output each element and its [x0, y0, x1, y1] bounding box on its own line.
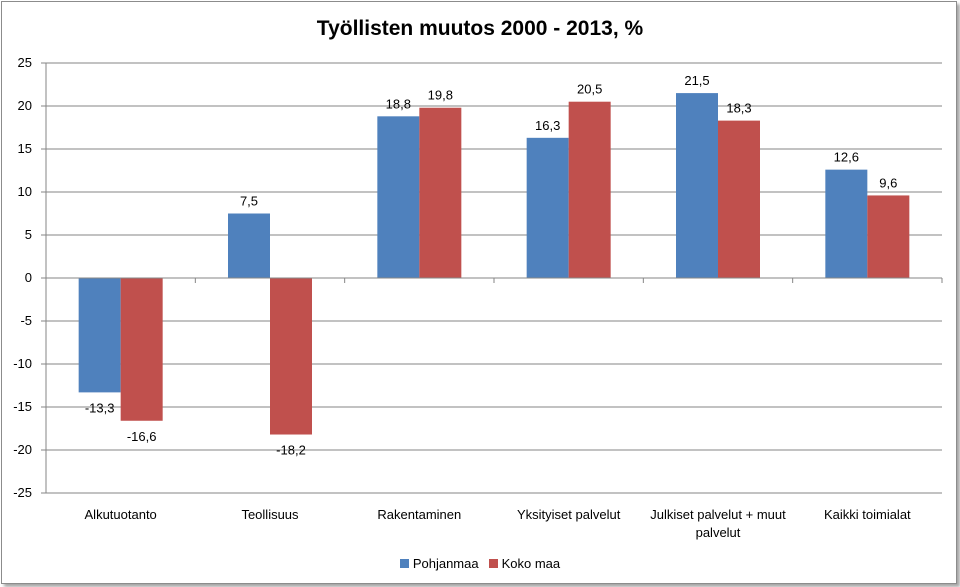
- data-label: 18,3: [726, 101, 751, 116]
- chart-title: Työllisten muutos 2000 - 2013, %: [316, 17, 644, 40]
- bar-pohjanmaa: [228, 213, 270, 278]
- data-label: 21,5: [684, 73, 709, 88]
- bar-pohjanmaa: [825, 169, 868, 278]
- bar-koko-maa: [568, 101, 611, 278]
- x-tick-label: Kaikki toimialat: [824, 507, 911, 522]
- legend: Pohjanmaa Koko maa: [0, 556, 960, 571]
- y-tick-label: 15: [18, 141, 32, 156]
- y-tick-label: -5: [20, 313, 32, 328]
- legend-label-koko-maa: Koko maa: [501, 556, 561, 571]
- bar-pohjanmaa: [676, 93, 718, 278]
- bar-koko-maa: [419, 107, 462, 278]
- bar-koko-maa: [120, 278, 163, 421]
- x-tick-label: palvelut: [696, 525, 741, 540]
- y-tick-label: -10: [13, 356, 32, 371]
- x-tick-label: Teollisuus: [241, 507, 299, 522]
- data-label: -16,6: [127, 429, 157, 444]
- y-tick-label: 0: [25, 270, 32, 285]
- bar-pohjanmaa: [78, 278, 121, 393]
- data-label: -18,2: [276, 443, 306, 458]
- bar-pohjanmaa: [377, 116, 420, 278]
- legend-item-pohjanmaa: Pohjanmaa: [399, 556, 479, 571]
- legend-swatch-pohjanmaa: [399, 559, 409, 568]
- data-label: 18,8: [386, 96, 411, 111]
- y-tick-label: -20: [13, 442, 32, 457]
- x-tick-label: Alkutuotanto: [85, 507, 157, 522]
- x-tick-label: Yksityiset palvelut: [517, 507, 621, 522]
- x-tick-label: Rakentaminen: [377, 507, 461, 522]
- y-tick-label: 20: [18, 98, 32, 113]
- y-tick-label: 25: [18, 55, 32, 70]
- bar-koko-maa: [270, 278, 312, 435]
- data-label: 20,5: [577, 82, 602, 97]
- bar-pohjanmaa: [526, 137, 569, 278]
- y-tick-label: 5: [25, 227, 32, 242]
- data-label: 7,5: [240, 194, 258, 209]
- y-tick-label: -15: [13, 399, 32, 414]
- data-label: 19,8: [428, 88, 453, 103]
- data-label: 16,3: [535, 118, 560, 133]
- x-tick-label: Julkiset palvelut + muut: [650, 507, 786, 522]
- legend-item-koko-maa: Koko maa: [488, 556, 561, 571]
- data-label: 9,6: [879, 175, 897, 190]
- legend-swatch-koko-maa: [488, 559, 498, 568]
- data-label: -13,3: [85, 400, 115, 415]
- data-label: 12,6: [834, 150, 859, 165]
- legend-label-pohjanmaa: Pohjanmaa: [412, 556, 479, 571]
- bar-koko-maa: [718, 120, 760, 279]
- bar-koko-maa: [867, 195, 910, 278]
- y-tick-label: -25: [13, 485, 32, 500]
- y-tick-label: 10: [18, 184, 32, 199]
